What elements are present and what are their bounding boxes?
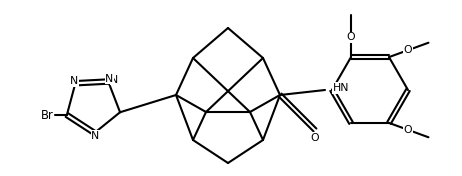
Text: N: N [91,131,100,141]
Text: HN: HN [333,83,349,93]
Text: O: O [346,32,355,42]
Text: O: O [403,45,412,55]
Text: N: N [110,74,118,84]
Text: N: N [105,74,113,84]
Text: N: N [70,76,79,86]
Text: Br: Br [41,109,53,122]
Text: O: O [310,133,319,143]
Text: O: O [403,125,412,135]
